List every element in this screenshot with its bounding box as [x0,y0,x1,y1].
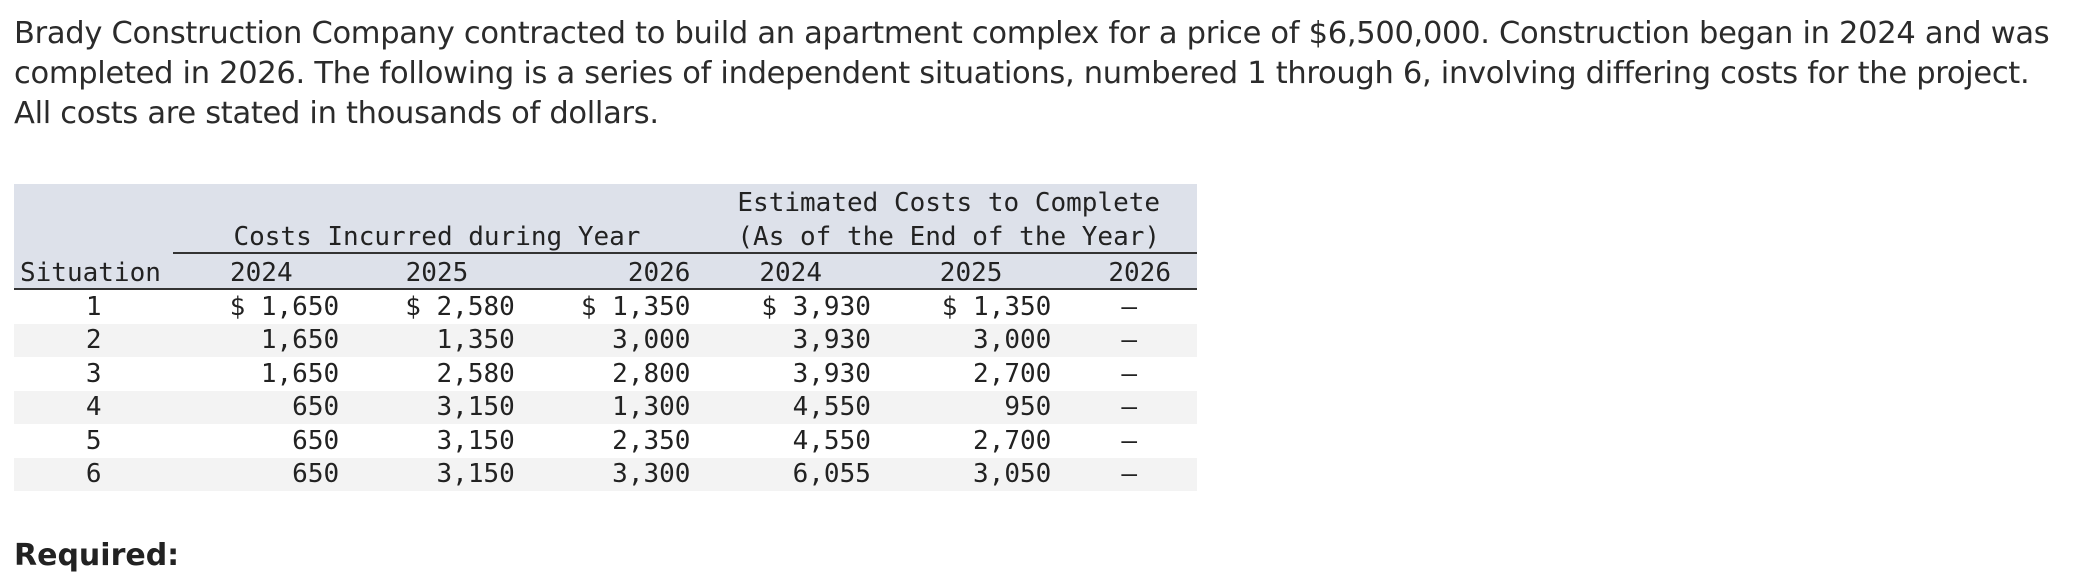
est-cell: $ 3,930 [761,291,871,322]
est-cell: 3,000 [880,323,1062,357]
cost-cell: 1,650 [260,358,340,389]
est-cell-dash: — [1121,425,1137,456]
situation-number: 3 [85,358,102,389]
est-cell: 2,700 [973,425,1052,456]
cost-cell: $ 2,580 [405,291,515,322]
intro-paragraph: Brady Construction Company contracted to… [14,16,2050,131]
est-costs-title-line2: (As of the End of the Year) [700,218,1197,254]
cost-cell: 1,650 [173,323,350,357]
est-costs-title-line1: Estimated Costs to Complete [700,184,1197,218]
table-row: 3 1,650 2,580 2,800 3,930 2,700 — [14,357,1197,391]
est-cell-dash: — [1121,291,1137,322]
costs-table: Estimated Costs to Complete Costs Incurr… [14,184,1197,491]
est-cell-dash: — [1061,323,1197,357]
est-cell: 3,930 [700,323,881,357]
est-cell: 3,050 [880,457,1062,491]
cost-cell: $ 1,650 [229,291,340,322]
col-header-est-2026: 2026 [1061,253,1197,290]
situation-number: 4 [14,390,174,424]
est-cell-dash: — [1061,390,1197,424]
col-header-est-2025: 2025 [880,253,1062,290]
cost-cell: 3,000 [524,323,701,357]
est-cell: 2,700 [973,358,1052,389]
col-header-incurred-2025: 2025 [349,253,525,290]
cost-cell: 650 [173,390,350,424]
col-header-incurred-2024: 2024 [173,253,350,290]
cost-cell: $ 1,350 [580,291,691,322]
situation-header: Situation [14,253,174,290]
cost-cell: 3,150 [349,457,525,491]
est-cell-dash: — [1061,457,1197,491]
costs-incurred-title: Costs Incurred during Year [173,218,701,254]
cost-cell: 2,580 [436,358,515,389]
table-row: 6 650 3,150 3,300 6,055 3,050 — [14,457,1197,491]
required-heading: Required: [14,538,180,573]
est-cell-dash: — [1121,358,1137,389]
situation-number: 6 [14,457,174,491]
table-row: 5 650 3,150 2,350 4,550 2,700 — [14,424,1197,458]
est-cell: 6,055 [700,457,881,491]
situation-number: 1 [85,291,102,322]
est-cell: 950 [880,390,1062,424]
cost-cell: 2,350 [612,425,691,456]
cost-cell: 650 [173,457,350,491]
cost-cell: 1,350 [349,323,525,357]
est-cell: 4,550 [700,390,881,424]
table-row: 2 1,650 1,350 3,000 3,930 3,000 — [14,323,1197,357]
cost-cell: 3,300 [524,457,701,491]
col-header-incurred-2026: 2026 [524,253,701,290]
est-cell: $ 1,350 [941,291,1052,322]
cost-cell: 2,800 [612,358,691,389]
est-cell: 3,930 [792,358,871,389]
cost-cell: 650 [292,425,340,456]
table-row: 4 650 3,150 1,300 4,550 950 — [14,390,1197,424]
cost-cell: 3,150 [349,390,525,424]
situation-number: 2 [14,323,174,357]
est-cell: 4,550 [792,425,871,456]
cost-cell: 1,300 [524,390,701,424]
cost-cell: 3,150 [436,425,515,456]
costs-table-container: Estimated Costs to Complete Costs Incurr… [14,184,1197,495]
table-row: 1 $ 1,650 $ 2,580 $ 1,350 $ 3,930 $ 1,35… [14,289,1197,324]
col-header-est-2024: 2024 [700,253,881,290]
situation-number: 5 [85,425,102,456]
